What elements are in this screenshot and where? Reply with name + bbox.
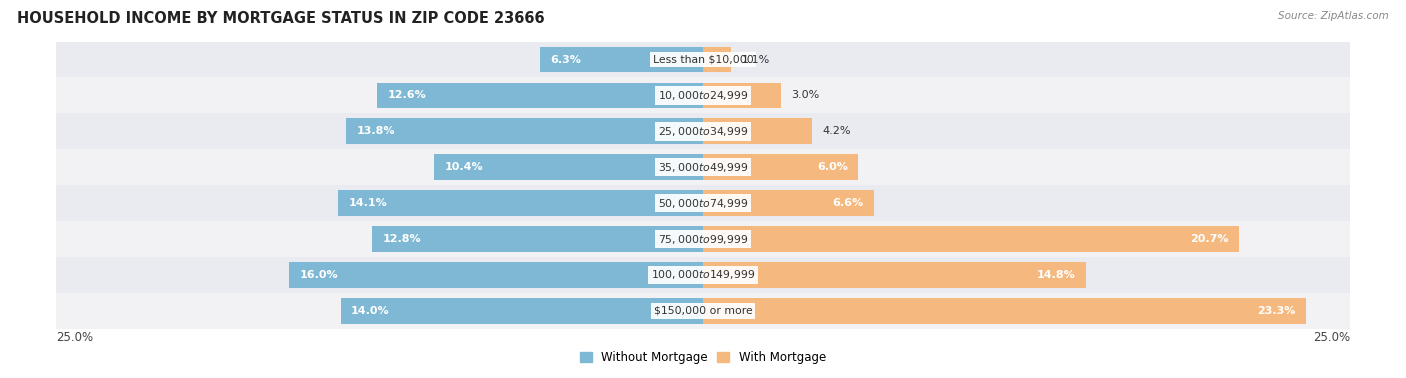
Text: 20.7%: 20.7%	[1189, 234, 1229, 244]
Bar	[703, 154, 858, 180]
Text: $150,000 or more: $150,000 or more	[654, 306, 752, 316]
Text: 1.1%: 1.1%	[742, 54, 770, 65]
Text: 6.3%: 6.3%	[550, 54, 581, 65]
Text: 23.3%: 23.3%	[1257, 306, 1295, 316]
Bar	[703, 226, 1239, 252]
Bar	[371, 226, 703, 252]
Text: Less than $10,000: Less than $10,000	[652, 54, 754, 65]
Bar	[56, 113, 1350, 149]
Text: 6.6%: 6.6%	[832, 198, 863, 208]
Text: 3.0%: 3.0%	[792, 90, 820, 101]
Legend: Without Mortgage, With Mortgage: Without Mortgage, With Mortgage	[575, 347, 831, 369]
Text: 10.4%: 10.4%	[444, 162, 482, 172]
Text: 14.1%: 14.1%	[349, 198, 387, 208]
Text: $75,000 to $99,999: $75,000 to $99,999	[658, 232, 748, 246]
Bar	[434, 154, 703, 180]
Text: 25.0%: 25.0%	[1313, 331, 1350, 344]
Text: Source: ZipAtlas.com: Source: ZipAtlas.com	[1278, 11, 1389, 21]
Bar	[56, 77, 1350, 113]
Bar	[703, 118, 811, 144]
Text: 14.0%: 14.0%	[352, 306, 389, 316]
Text: HOUSEHOLD INCOME BY MORTGAGE STATUS IN ZIP CODE 23666: HOUSEHOLD INCOME BY MORTGAGE STATUS IN Z…	[17, 11, 544, 26]
Bar	[703, 298, 1306, 324]
Bar	[290, 262, 703, 288]
Text: $100,000 to $149,999: $100,000 to $149,999	[651, 268, 755, 282]
Bar	[703, 46, 731, 73]
Bar	[703, 262, 1085, 288]
Bar	[540, 46, 703, 73]
Bar	[339, 190, 703, 216]
Text: $10,000 to $24,999: $10,000 to $24,999	[658, 89, 748, 102]
Text: 16.0%: 16.0%	[299, 270, 337, 280]
Text: 25.0%: 25.0%	[56, 331, 93, 344]
Text: $50,000 to $74,999: $50,000 to $74,999	[658, 197, 748, 210]
Text: 4.2%: 4.2%	[823, 126, 851, 136]
Bar	[56, 42, 1350, 77]
Text: $25,000 to $34,999: $25,000 to $34,999	[658, 125, 748, 138]
Text: 12.8%: 12.8%	[382, 234, 420, 244]
Bar	[56, 293, 1350, 329]
Text: 12.6%: 12.6%	[388, 90, 426, 101]
Text: 14.8%: 14.8%	[1036, 270, 1076, 280]
Text: 6.0%: 6.0%	[817, 162, 848, 172]
Bar	[56, 185, 1350, 221]
Bar	[56, 221, 1350, 257]
Text: 13.8%: 13.8%	[356, 126, 395, 136]
Bar	[340, 298, 703, 324]
Bar	[346, 118, 703, 144]
Bar	[703, 82, 780, 108]
Bar	[56, 149, 1350, 185]
Text: $35,000 to $49,999: $35,000 to $49,999	[658, 161, 748, 174]
Bar	[377, 82, 703, 108]
Bar	[703, 190, 873, 216]
Bar	[56, 257, 1350, 293]
